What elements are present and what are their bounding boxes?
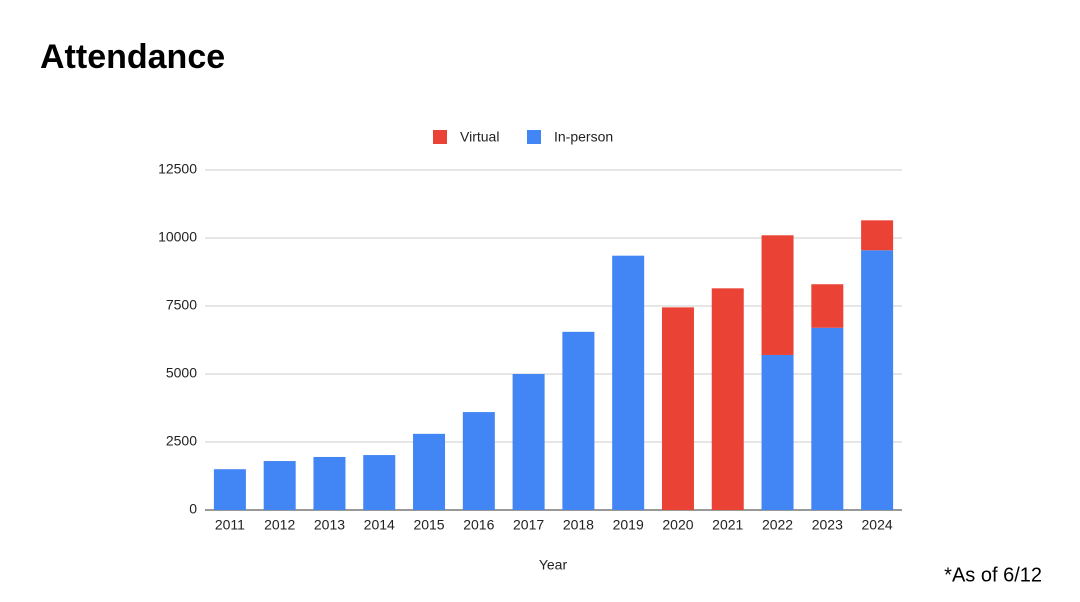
bar-segment — [811, 327, 844, 510]
chart-title: Attendance — [40, 38, 225, 76]
bar-segment — [462, 412, 495, 510]
bar-segment — [512, 374, 545, 510]
x-tick-label: 2023 — [812, 517, 843, 533]
bar-segment — [213, 469, 246, 510]
legend-label: Virtual — [460, 129, 499, 145]
x-tick-label: 2021 — [712, 517, 743, 533]
bar-segment — [761, 354, 794, 510]
x-tick-label: 2017 — [513, 517, 544, 533]
y-tick-label: 2500 — [166, 433, 197, 449]
x-tick-label: 2016 — [463, 517, 494, 533]
x-tick-label: 2020 — [662, 517, 693, 533]
bar-segment — [612, 255, 645, 510]
legend-label: In-person — [554, 129, 613, 145]
y-tick-label: 0 — [189, 501, 197, 517]
x-tick-label: 2018 — [563, 517, 594, 533]
legend-swatch — [433, 130, 447, 144]
x-tick-label: 2022 — [762, 517, 793, 533]
bar-segment — [761, 235, 794, 355]
bar-segment — [711, 288, 744, 510]
x-tick-label: 2024 — [862, 517, 893, 533]
bar-segment — [861, 250, 894, 511]
bar-segment — [413, 433, 446, 510]
y-tick-label: 10000 — [158, 229, 197, 245]
x-tick-label: 2014 — [364, 517, 395, 533]
legend-swatch — [527, 130, 541, 144]
footnote: *As of 6/12 — [944, 564, 1042, 586]
bar-segment — [661, 307, 694, 510]
y-tick-label: 7500 — [166, 297, 197, 313]
bar-segment — [811, 284, 844, 328]
bar-segment — [263, 461, 296, 510]
y-tick-label: 12500 — [158, 161, 197, 177]
x-tick-label: 2013 — [314, 517, 345, 533]
x-tick-label: 2015 — [413, 517, 444, 533]
x-tick-label: 2011 — [215, 517, 245, 533]
x-tick-label: 2019 — [613, 517, 644, 533]
bar-segment — [861, 220, 894, 251]
x-axis-label: Year — [539, 557, 568, 573]
bar-segment — [562, 331, 595, 510]
x-tick-label: 2012 — [264, 517, 295, 533]
y-tick-label: 5000 — [166, 365, 197, 381]
bar-segment — [313, 456, 346, 510]
bar-segment — [363, 455, 396, 510]
